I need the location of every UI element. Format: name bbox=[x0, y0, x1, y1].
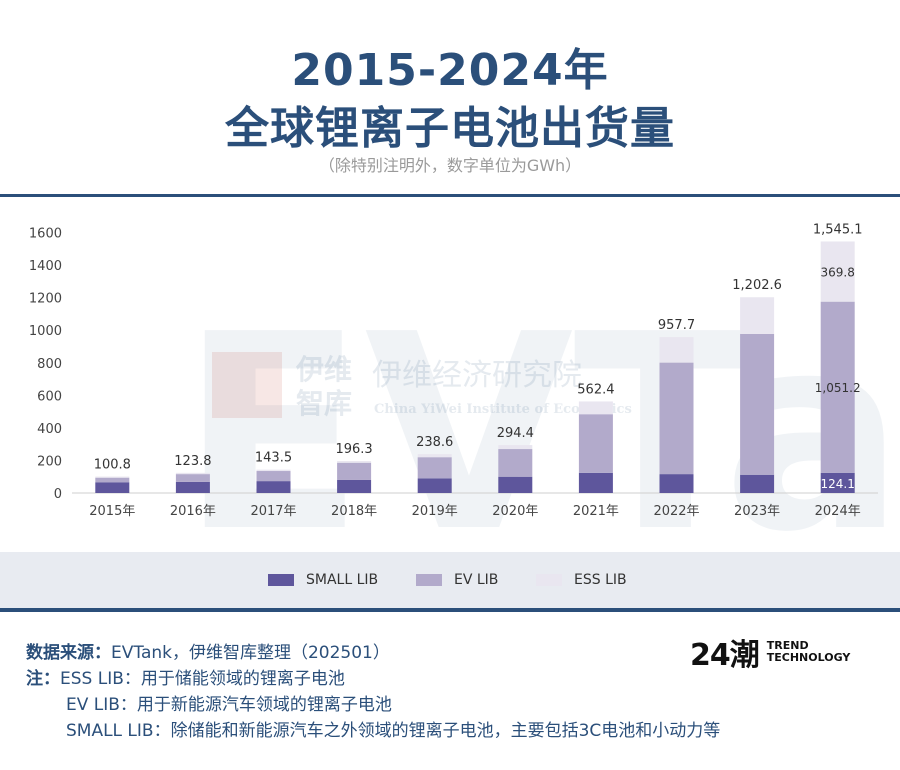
note-label: 注： bbox=[26, 669, 60, 689]
logo-text-line2: TECHNOLOGY bbox=[767, 651, 851, 664]
total-label: 196.3 bbox=[335, 442, 372, 457]
segment-label-ev-2024: 1,051.2 bbox=[815, 381, 861, 395]
notes: 数据来源：EVTank，伊维智库整理（202501） 注：ESS LIB：用于储… bbox=[26, 640, 720, 744]
bar-small-lib-2017年 bbox=[257, 481, 291, 493]
title-line-1: 2015-2024年 bbox=[0, 34, 900, 98]
total-label: 957.7 bbox=[658, 318, 695, 333]
x-tick-label: 2024年 bbox=[815, 504, 861, 519]
bar-ess-lib-2023年 bbox=[740, 297, 774, 334]
x-tick-label: 2015年 bbox=[89, 504, 135, 519]
legend-swatch-ess bbox=[536, 574, 562, 586]
segment-label-small-2024: 124.1 bbox=[821, 477, 855, 491]
bar-small-lib-2020年 bbox=[498, 477, 532, 493]
total-label: 238.6 bbox=[416, 435, 453, 450]
bar-ev-lib-2015年 bbox=[95, 478, 129, 483]
title-line-2: 全球锂离子电池出货量 bbox=[0, 92, 900, 156]
bar-ess-lib-2017年 bbox=[257, 470, 291, 471]
bar-ev-lib-2020年 bbox=[498, 449, 532, 477]
y-tick-label: 400 bbox=[37, 422, 62, 437]
legend-swatch-small bbox=[268, 574, 294, 586]
bar-small-lib-2022年 bbox=[660, 474, 694, 493]
legend-swatch-ev bbox=[416, 574, 442, 586]
bar-small-lib-2021年 bbox=[579, 473, 613, 493]
bar-ev-lib-2017年 bbox=[257, 471, 291, 481]
bottom-divider bbox=[0, 608, 900, 612]
legend-label-ev: EV LIB bbox=[454, 572, 498, 588]
y-tick-label: 600 bbox=[37, 389, 62, 404]
y-tick-label: 200 bbox=[37, 454, 62, 469]
legend-label-small: SMALL LIB bbox=[306, 572, 378, 588]
bar-ev-lib-2016年 bbox=[176, 474, 210, 482]
source-label: 数据来源： bbox=[26, 643, 111, 663]
x-tick-label: 2017年 bbox=[250, 504, 296, 519]
bar-ess-lib-2021年 bbox=[579, 401, 613, 414]
x-tick-label: 2020年 bbox=[492, 504, 538, 519]
bar-small-lib-2015年 bbox=[95, 482, 129, 493]
total-label: 100.8 bbox=[94, 458, 131, 473]
x-tick-label: 2018年 bbox=[331, 504, 377, 519]
bar-ev-lib-2021年 bbox=[579, 414, 613, 473]
legend: SMALL LIB EV LIB ESS LIB bbox=[0, 552, 900, 608]
y-tick-label: 800 bbox=[37, 357, 62, 372]
bar-ess-lib-2019年 bbox=[418, 454, 452, 457]
y-tick-label: 0 bbox=[54, 487, 62, 502]
x-tick-label: 2021年 bbox=[573, 504, 619, 519]
bar-ess-lib-2022年 bbox=[660, 337, 694, 363]
legend-item-small-lib: SMALL LIB bbox=[268, 572, 378, 588]
y-tick-label: 1200 bbox=[29, 292, 62, 307]
logo-text: TREND TECHNOLOGY bbox=[767, 640, 851, 664]
bar-ev-lib-2018年 bbox=[337, 463, 371, 480]
bar-ess-lib-2020年 bbox=[498, 445, 532, 449]
bar-ev-lib-2023年 bbox=[740, 334, 774, 475]
source-line: 数据来源：EVTank，伊维智库整理（202501） bbox=[26, 640, 720, 666]
note-ess-line: 注：ESS LIB：用于储能领域的锂离子电池 bbox=[26, 666, 720, 692]
bar-small-lib-2016年 bbox=[176, 482, 210, 493]
chart: 0 200 400 600 800 1000 1200 1400 1600 2015年 2016年 2… bbox=[0, 197, 900, 552]
x-tick-label: 2016年 bbox=[170, 504, 216, 519]
y-tick-label: 1600 bbox=[29, 227, 62, 242]
y-tick-label: 1000 bbox=[29, 324, 62, 339]
bar-ev-lib-2022年 bbox=[660, 363, 694, 475]
note-small-line: SMALL LIB：除储能和新能源汽车之外领域的锂离子电池，主要包括3C电池和小… bbox=[26, 718, 720, 744]
legend-label-ess: ESS LIB bbox=[574, 572, 627, 588]
source-text: EVTank，伊维智库整理（202501） bbox=[111, 643, 390, 663]
bar-ess-lib-2015年 bbox=[95, 477, 129, 478]
bar-ev-lib-2019年 bbox=[418, 457, 452, 478]
bar-small-lib-2019年 bbox=[418, 478, 452, 493]
bar-small-lib-2018年 bbox=[337, 480, 371, 493]
bar-small-lib-2023年 bbox=[740, 475, 774, 493]
legend-item-ev-lib: EV LIB bbox=[416, 572, 498, 588]
note-ev-line: EV LIB：用于新能源汽车领域的锂离子电池 bbox=[26, 692, 720, 718]
bar-ess-lib-2016年 bbox=[176, 473, 210, 474]
total-label: 294.4 bbox=[497, 426, 534, 441]
note-small-text: SMALL LIB：除储能和新能源汽车之外领域的锂离子电池，主要包括3C电池和小… bbox=[66, 721, 720, 741]
bar-ess-lib-2018年 bbox=[337, 461, 371, 463]
total-label: 562.4 bbox=[577, 382, 614, 397]
total-label: 1,202.6 bbox=[732, 278, 782, 293]
segment-label-ess-2024: 369.8 bbox=[821, 266, 855, 280]
x-tick-label: 2019年 bbox=[412, 504, 458, 519]
x-tick-label: 2023年 bbox=[734, 504, 780, 519]
brand-logo: 24潮 TREND TECHNOLOGY bbox=[690, 630, 850, 674]
total-label: 143.5 bbox=[255, 451, 292, 466]
note-ev-text: EV LIB：用于新能源汽车领域的锂离子电池 bbox=[66, 695, 392, 715]
note-ess-text: ESS LIB：用于储能领域的锂离子电池 bbox=[60, 669, 345, 689]
legend-item-ess-lib: ESS LIB bbox=[536, 572, 627, 588]
logo-mark: 24潮 bbox=[690, 630, 759, 674]
y-tick-label: 1400 bbox=[29, 259, 62, 274]
total-label: 123.8 bbox=[174, 454, 211, 469]
subtitle: （除特别注明外，数字单位为GWh） bbox=[0, 152, 900, 176]
total-label: 1,545.1 bbox=[813, 222, 863, 237]
x-tick-label: 2022年 bbox=[653, 504, 699, 519]
